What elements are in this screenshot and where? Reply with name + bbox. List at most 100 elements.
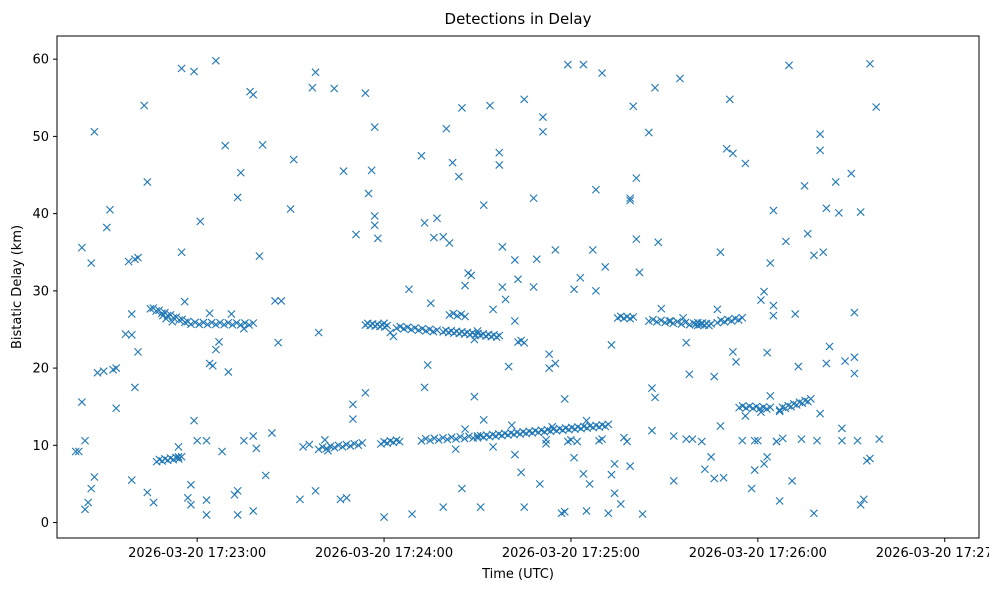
data-point (330, 84, 339, 93)
data-point (766, 403, 775, 412)
marker-stroke (504, 362, 513, 371)
data-point (756, 408, 765, 417)
data-point (713, 318, 722, 327)
data-point (464, 432, 473, 441)
marker-stroke (542, 435, 551, 444)
marker-stroke (494, 430, 503, 439)
marker-stroke (457, 103, 466, 112)
data-point (255, 252, 264, 261)
marker-stroke (573, 437, 582, 446)
marker-stroke (249, 432, 258, 441)
data-point (520, 503, 529, 512)
marker-stroke (720, 317, 729, 326)
marker-stroke (673, 317, 682, 326)
data-point (447, 433, 456, 442)
marker-stroke (180, 318, 189, 327)
data-point (245, 320, 254, 329)
marker-stroke (202, 436, 211, 445)
data-point (177, 248, 186, 257)
marker-stroke (180, 297, 189, 306)
data-point (728, 347, 737, 356)
marker-stroke (803, 229, 812, 238)
marker-stroke (681, 318, 690, 327)
marker-stroke (364, 189, 373, 198)
data-point (598, 69, 607, 78)
marker-stroke (81, 436, 90, 445)
marker-stroke (482, 431, 491, 440)
data-point (769, 301, 778, 310)
data-point (133, 253, 142, 262)
data-point (788, 476, 797, 485)
data-point (588, 245, 597, 254)
y-tick-label: 10 (32, 439, 49, 454)
data-point (361, 388, 370, 397)
data-point (769, 206, 778, 215)
marker-stroke (722, 144, 731, 153)
marker-stroke (205, 359, 214, 368)
marker-stroke (320, 435, 329, 444)
data-point (669, 432, 678, 441)
marker-stroke (311, 486, 320, 495)
data-point (781, 237, 790, 246)
data-point (532, 255, 541, 264)
marker-stroke (392, 436, 401, 445)
data-point (685, 370, 694, 379)
marker-stroke (218, 447, 227, 456)
marker-stroke (856, 500, 865, 509)
marker-stroke (794, 362, 803, 371)
marker-stroke (778, 403, 787, 412)
data-point (473, 431, 482, 440)
marker-stroke (470, 335, 479, 344)
marker-stroke (638, 510, 647, 519)
data-point (457, 484, 466, 493)
data-point (732, 357, 741, 366)
data-point (570, 285, 579, 294)
marker-stroke (573, 423, 582, 431)
marker-stroke (127, 310, 136, 319)
marker-stroke (299, 442, 308, 451)
data-point (211, 56, 220, 65)
marker-stroke (806, 394, 815, 403)
data-point (81, 436, 90, 445)
marker-stroke (669, 432, 678, 441)
marker-stroke (240, 319, 249, 328)
marker-stroke (598, 420, 607, 429)
marker-stroke (429, 233, 438, 242)
data-point (803, 229, 812, 238)
marker-stroke (193, 436, 202, 445)
marker-stroke (834, 208, 843, 217)
data-point (143, 177, 152, 186)
marker-stroke (386, 436, 395, 445)
data-point (339, 167, 348, 176)
marker-stroke (314, 328, 323, 337)
data-point (218, 447, 227, 456)
data-point (457, 310, 466, 319)
marker-stroke (84, 498, 93, 507)
data-point (99, 367, 108, 376)
data-point (816, 409, 825, 418)
marker-stroke (112, 364, 121, 373)
marker-stroke (395, 437, 404, 446)
marker-stroke (576, 273, 585, 282)
marker-stroke (177, 248, 186, 257)
x-tick-label: 2026-03-20 17:23:00 (128, 546, 266, 561)
chart-title: Detections in Delay (445, 10, 592, 28)
marker-stroke (380, 437, 389, 446)
marker-stroke (535, 479, 544, 488)
data-point (850, 369, 859, 378)
marker-stroke (348, 400, 357, 409)
marker-stroke (785, 61, 793, 70)
marker-stroke (510, 450, 519, 459)
data-point (470, 335, 479, 344)
marker-stroke (545, 350, 554, 359)
data-point (651, 393, 660, 402)
marker-stroke (616, 312, 625, 321)
data-point (816, 130, 825, 139)
marker-stroke (850, 369, 859, 378)
data-point (538, 127, 547, 136)
data-point (408, 510, 417, 519)
marker-stroke (847, 169, 856, 178)
marker-stroke (421, 434, 430, 443)
data-point (426, 436, 435, 445)
